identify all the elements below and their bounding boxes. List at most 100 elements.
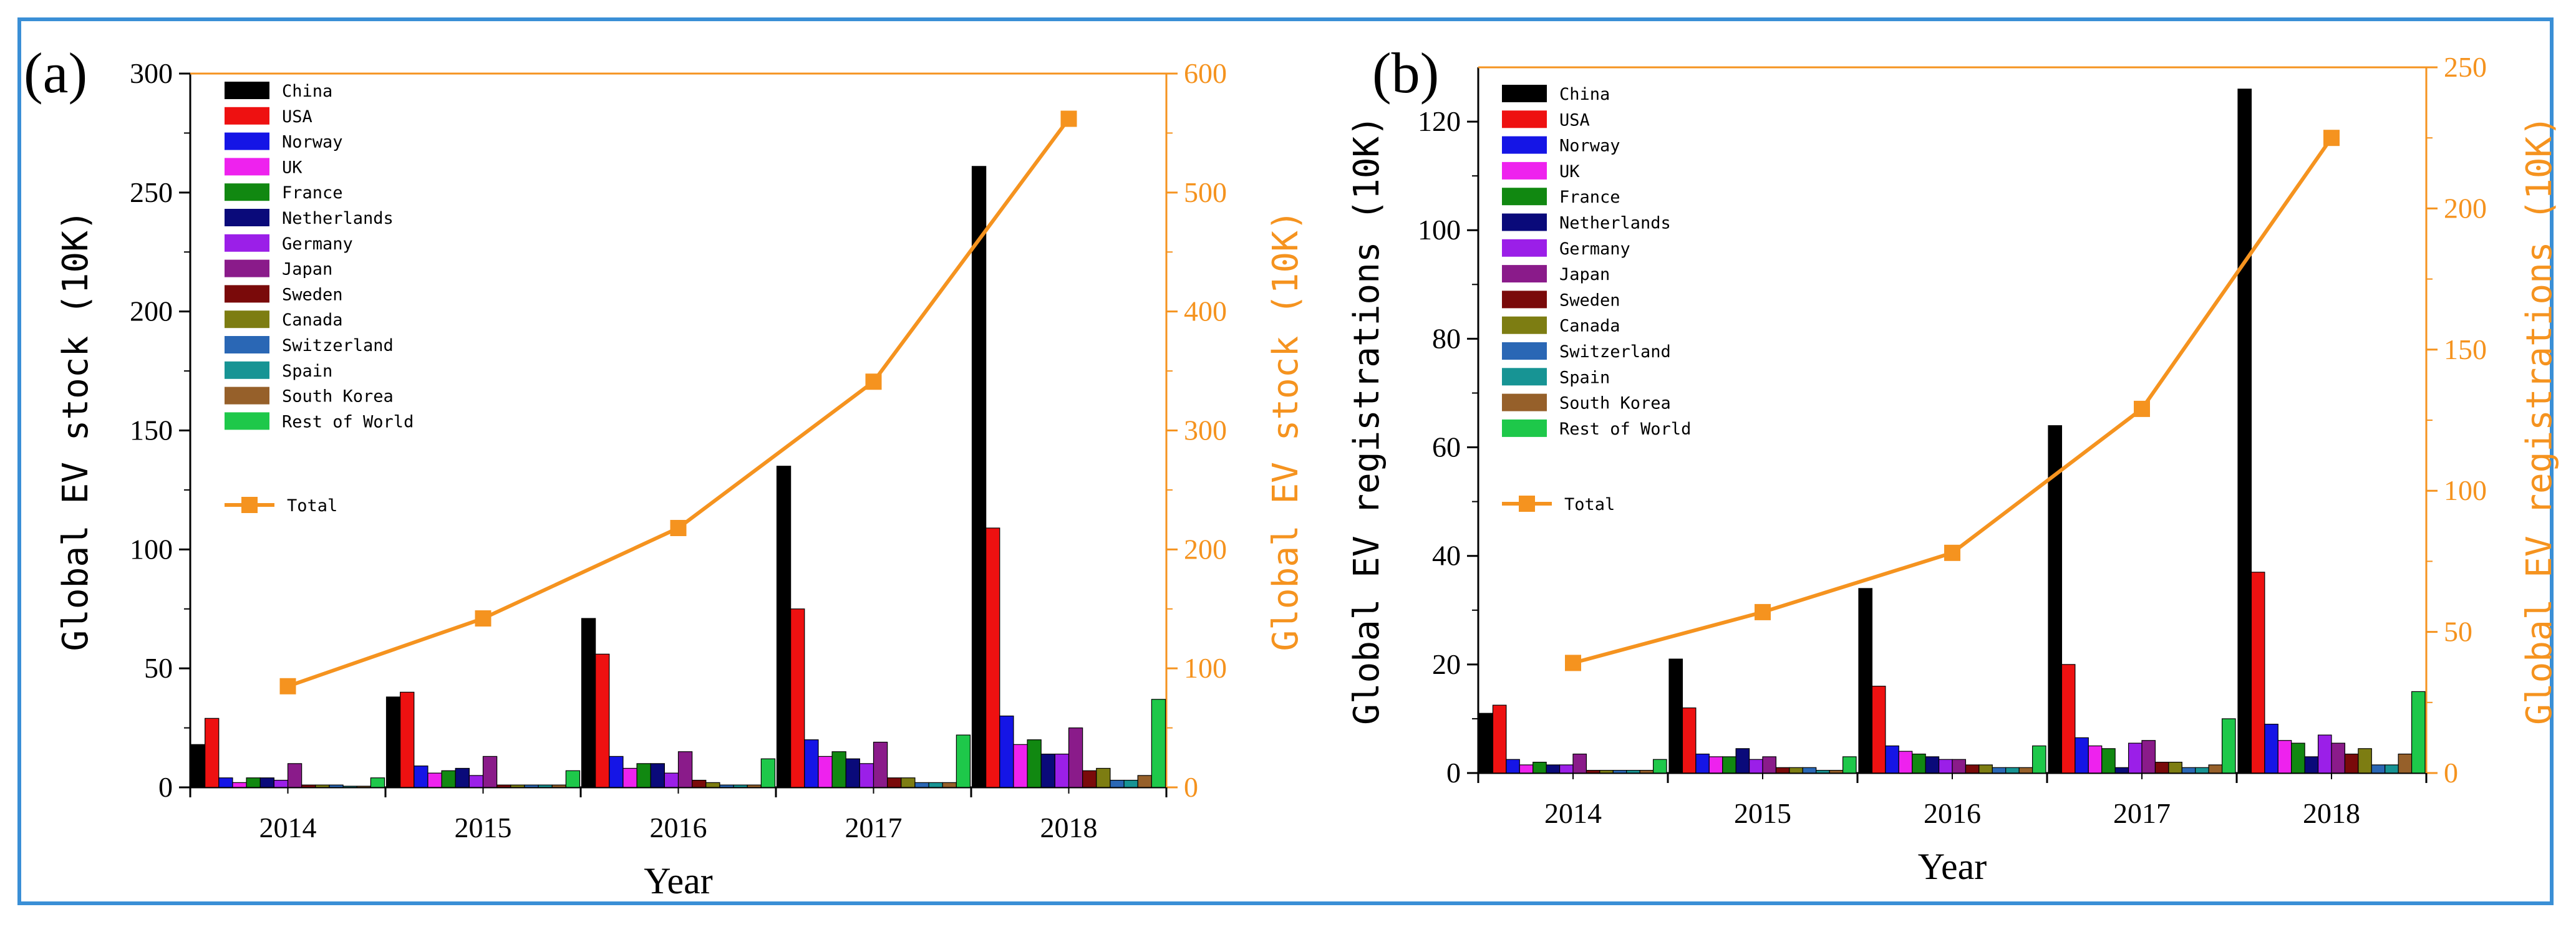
legend-label: France — [1559, 188, 1620, 207]
bar-canada-2014 — [315, 784, 330, 788]
bar-netherlands-2016 — [1925, 756, 1940, 774]
y-right-tick-label: 150 — [2444, 334, 2487, 365]
legend-swatch-germany — [1502, 239, 1547, 257]
legend-swatch-uk — [1502, 161, 1547, 180]
legend-label: Japan — [1559, 265, 1610, 284]
x-axis-label: Year — [1918, 846, 1987, 887]
legend-swatch-switzerland — [1502, 342, 1547, 360]
bar-france-2015 — [441, 770, 456, 788]
y-right-tick-label: 200 — [1184, 533, 1227, 565]
bar-sweden-2014 — [1586, 770, 1600, 774]
bar-france-2017 — [831, 751, 846, 788]
bar-sweden-2017 — [887, 777, 902, 788]
bar-sweden-2018 — [1082, 770, 1097, 788]
bar-canada-2017 — [901, 777, 916, 788]
y-right-tick-label: 200 — [2444, 192, 2487, 224]
bar-netherlands-2018 — [1040, 753, 1055, 788]
bar-rest-of-world-2018 — [1151, 699, 1166, 788]
bar-japan-2014 — [287, 763, 303, 788]
legend-swatch-canada — [1502, 316, 1547, 334]
bar-france-2015 — [1722, 756, 1736, 774]
bar-spain-2015 — [1816, 770, 1830, 774]
legend-label: Norway — [1559, 137, 1620, 156]
bar-sweden-2015 — [496, 784, 511, 788]
y-right-tick-label: 100 — [2444, 474, 2487, 506]
bar-usa-2016 — [1871, 686, 1886, 774]
bar-netherlands-2017 — [845, 758, 860, 788]
legend-label: Spain — [282, 362, 332, 381]
bar-germany-2017 — [859, 763, 874, 788]
y-right-tick-label: 600 — [1184, 57, 1227, 89]
bar-japan-2016 — [1952, 759, 1967, 774]
x-tick-label: 2016 — [650, 812, 707, 843]
bar-south-korea-2017 — [942, 782, 957, 788]
bar-germany-2015 — [1748, 759, 1763, 774]
legend-label: China — [282, 82, 332, 101]
legend-label: Germany — [1559, 239, 1630, 259]
bar-spain-2017 — [928, 782, 943, 788]
legend-swatch-spain — [225, 361, 269, 379]
bar-spain-2016 — [733, 784, 748, 788]
bar-spain-2015 — [538, 784, 553, 788]
bar-usa-2016 — [595, 653, 610, 788]
x-tick-label: 2018 — [2303, 797, 2360, 829]
bar-spain-2014 — [342, 785, 357, 788]
bar-switzerland-2017 — [2181, 767, 2196, 774]
legend-swatch-uk — [225, 158, 269, 176]
bar-norway-2016 — [609, 756, 624, 788]
legend-swatch-sweden — [225, 285, 269, 303]
y-tick-label: 60 — [1432, 431, 1461, 463]
legend-swatch-japan — [225, 259, 269, 277]
bar-uk-2014 — [232, 782, 247, 788]
x-tick-label: 2015 — [455, 812, 512, 843]
legend-swatch-norway — [1502, 136, 1547, 154]
legend-label: UK — [1559, 162, 1580, 181]
bar-china-2018 — [2237, 89, 2252, 774]
y-right-tick-label: 400 — [1184, 295, 1227, 327]
bar-norway-2014 — [1506, 759, 1520, 774]
bar-france-2016 — [636, 763, 651, 788]
bar-norway-2016 — [1885, 745, 1899, 774]
y-axis-label: Global EV registrations (10K) — [1347, 115, 1387, 725]
legend-swatch-rest-of-world — [1502, 419, 1547, 437]
bar-spain-2018 — [2385, 764, 2399, 774]
y-tick-label: 100 — [1418, 214, 1461, 246]
y-right-axis-label: Global EV registrations (10K) — [2519, 115, 2560, 725]
legend-swatch-canada — [225, 310, 269, 329]
legend-swatch-china — [1502, 85, 1547, 102]
chart-panel-b: 0 20 40 60 80 100 120 0 50 100 150 200 250 2014 2015 20… — [1347, 41, 2560, 887]
bar-switzerland-2018 — [1110, 779, 1125, 788]
bar-sweden-2016 — [1965, 764, 1980, 774]
x-axis-label: Year — [644, 860, 713, 901]
bar-china-2016 — [581, 618, 596, 788]
legend-swatch-sweden — [1502, 291, 1547, 309]
bar-rest-of-world-2014 — [370, 777, 385, 788]
bar-norway-2018 — [999, 715, 1014, 788]
legend-swatch-switzerland — [225, 336, 269, 353]
legend-label: Japan — [282, 260, 332, 279]
bar-spain-2017 — [2195, 767, 2209, 774]
y-right-tick-label: 50 — [2444, 616, 2472, 648]
bar-canada-2017 — [2168, 761, 2182, 774]
bar-uk-2017 — [818, 756, 833, 788]
bar-sweden-2016 — [692, 779, 707, 788]
y-tick-label: 40 — [1432, 540, 1461, 572]
legend-label: Norway — [282, 133, 343, 152]
bar-canada-2015 — [510, 784, 525, 788]
legend-swatch-usa — [1502, 110, 1547, 128]
y-right-tick-label: 0 — [2444, 757, 2458, 789]
bar-rest-of-world-2015 — [565, 770, 581, 788]
y-right-tick-label: 0 — [1184, 771, 1198, 803]
bar-canada-2016 — [1978, 764, 1993, 774]
bar-usa-2015 — [1682, 707, 1697, 774]
bar-france-2017 — [2101, 748, 2116, 774]
bar-sweden-2017 — [2154, 761, 2169, 774]
bar-south-korea-2016 — [2018, 767, 2033, 774]
bar-rest-of-world-2017 — [956, 734, 971, 788]
bar-germany-2017 — [2128, 742, 2143, 774]
total-point-2016 — [1944, 544, 1960, 561]
bar-norway-2017 — [2075, 737, 2089, 774]
bar-uk-2018 — [1013, 744, 1028, 788]
bar-china-2016 — [1858, 588, 1873, 774]
